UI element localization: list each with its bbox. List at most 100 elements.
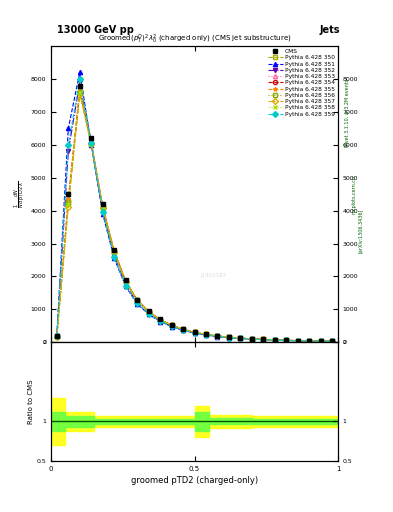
Pythia 6.428 356	[192, 329, 197, 335]
X-axis label: groomed pTD2 (charged-only): groomed pTD2 (charged-only)	[131, 476, 258, 485]
Pythia 6.428 356	[250, 336, 254, 342]
Line: Pythia 6.428 355: Pythia 6.428 355	[55, 87, 334, 344]
Pythia 6.428 359	[250, 336, 254, 342]
Pythia 6.428 359	[123, 283, 128, 289]
CMS	[261, 336, 266, 343]
CMS	[100, 201, 105, 207]
Pythia 6.428 353	[146, 308, 151, 314]
Pythia 6.428 352	[66, 148, 71, 155]
Pythia 6.428 359	[100, 209, 105, 216]
Pythia 6.428 352	[261, 336, 266, 343]
Pythia 6.428 358	[89, 140, 94, 146]
Pythia 6.428 350	[158, 316, 162, 323]
Pythia 6.428 355	[181, 326, 185, 332]
Pythia 6.428 355	[146, 308, 151, 314]
Pythia 6.428 358	[135, 297, 140, 303]
Pythia 6.428 350	[330, 338, 334, 345]
Pythia 6.428 356	[181, 327, 185, 333]
Pythia 6.428 359	[146, 311, 151, 317]
Pythia 6.428 357	[123, 279, 128, 285]
Pythia 6.428 358	[181, 326, 185, 332]
Pythia 6.428 352	[192, 330, 197, 336]
Pythia 6.428 352	[318, 338, 323, 344]
Pythia 6.428 354	[135, 297, 140, 303]
Line: Pythia 6.428 351: Pythia 6.428 351	[55, 70, 334, 344]
Pythia 6.428 357	[261, 336, 266, 343]
Pythia 6.428 358	[227, 334, 231, 340]
Pythia 6.428 351	[146, 311, 151, 317]
Pythia 6.428 358	[215, 333, 220, 339]
Pythia 6.428 354	[250, 336, 254, 342]
Text: Jets: Jets	[320, 25, 340, 35]
Pythia 6.428 353	[272, 337, 277, 343]
Pythia 6.428 359	[112, 254, 117, 261]
Pythia 6.428 354	[318, 338, 323, 344]
Pythia 6.428 359	[89, 140, 94, 146]
Pythia 6.428 356	[318, 338, 323, 344]
Line: CMS: CMS	[54, 83, 335, 344]
CMS	[238, 335, 243, 341]
Pythia 6.428 350	[250, 336, 254, 342]
Pythia 6.428 355	[192, 329, 197, 335]
Pythia 6.428 358	[169, 322, 174, 328]
Pythia 6.428 358	[330, 338, 334, 345]
Pythia 6.428 359	[204, 332, 208, 338]
Pythia 6.428 350	[318, 338, 323, 344]
Pythia 6.428 359	[272, 337, 277, 343]
Pythia 6.428 350	[296, 337, 300, 344]
Pythia 6.428 358	[204, 331, 208, 337]
Pythia 6.428 356	[296, 337, 300, 344]
CMS	[135, 296, 140, 303]
Pythia 6.428 350	[227, 334, 231, 340]
Pythia 6.428 351	[135, 301, 140, 307]
Pythia 6.428 353	[296, 337, 300, 344]
Pythia 6.428 354	[123, 278, 128, 284]
Pythia 6.428 358	[192, 329, 197, 335]
Pythia 6.428 354	[227, 334, 231, 340]
Pythia 6.428 354	[284, 337, 289, 344]
Pythia 6.428 355	[100, 204, 105, 210]
Pythia 6.428 359	[330, 338, 334, 345]
Pythia 6.428 355	[284, 337, 289, 344]
Pythia 6.428 355	[89, 139, 94, 145]
Pythia 6.428 354	[89, 140, 94, 146]
CMS	[77, 82, 82, 89]
Pythia 6.428 358	[100, 204, 105, 210]
Pythia 6.428 356	[284, 337, 289, 344]
Pythia 6.428 359	[318, 338, 323, 344]
Pythia 6.428 353	[330, 338, 334, 345]
Pythia 6.428 352	[181, 327, 185, 333]
Pythia 6.428 353	[169, 322, 174, 328]
Pythia 6.428 350	[100, 204, 105, 210]
Pythia 6.428 355	[123, 278, 128, 284]
Pythia 6.428 353	[135, 297, 140, 303]
Pythia 6.428 352	[238, 335, 243, 342]
Pythia 6.428 352	[112, 253, 117, 259]
Pythia 6.428 357	[192, 329, 197, 335]
Pythia 6.428 357	[238, 335, 243, 341]
Pythia 6.428 353	[318, 338, 323, 344]
Text: [arXiv:1306.3436]: [arXiv:1306.3436]	[358, 208, 363, 252]
Pythia 6.428 353	[261, 336, 266, 343]
Pythia 6.428 352	[284, 337, 289, 344]
Pythia 6.428 358	[307, 338, 312, 344]
Pythia 6.428 350	[55, 333, 59, 339]
Pythia 6.428 355	[330, 338, 334, 345]
Pythia 6.428 356	[112, 249, 117, 255]
Pythia 6.428 353	[112, 248, 117, 254]
Pythia 6.428 357	[284, 337, 289, 344]
Pythia 6.428 357	[296, 337, 300, 344]
Pythia 6.428 353	[55, 333, 59, 339]
Pythia 6.428 359	[135, 300, 140, 306]
Text: J1920187: J1920187	[200, 273, 226, 278]
Pythia 6.428 353	[227, 334, 231, 340]
Pythia 6.428 351	[66, 125, 71, 132]
Y-axis label: $\frac{1}{N}\frac{dN}{d\,\mathrm{pTD2}\,\lambda}$: $\frac{1}{N}\frac{dN}{d\,\mathrm{pTD2}\,…	[12, 181, 28, 208]
Pythia 6.428 357	[158, 317, 162, 323]
Line: Pythia 6.428 352: Pythia 6.428 352	[55, 80, 334, 344]
Pythia 6.428 358	[146, 309, 151, 315]
Pythia 6.428 353	[307, 338, 312, 344]
Title: Groomed$(p_T^D)^2\lambda_0^2$ (charged only) (CMS jet substructure): Groomed$(p_T^D)^2\lambda_0^2$ (charged o…	[98, 33, 291, 46]
CMS	[227, 334, 231, 340]
Pythia 6.428 353	[158, 316, 162, 323]
